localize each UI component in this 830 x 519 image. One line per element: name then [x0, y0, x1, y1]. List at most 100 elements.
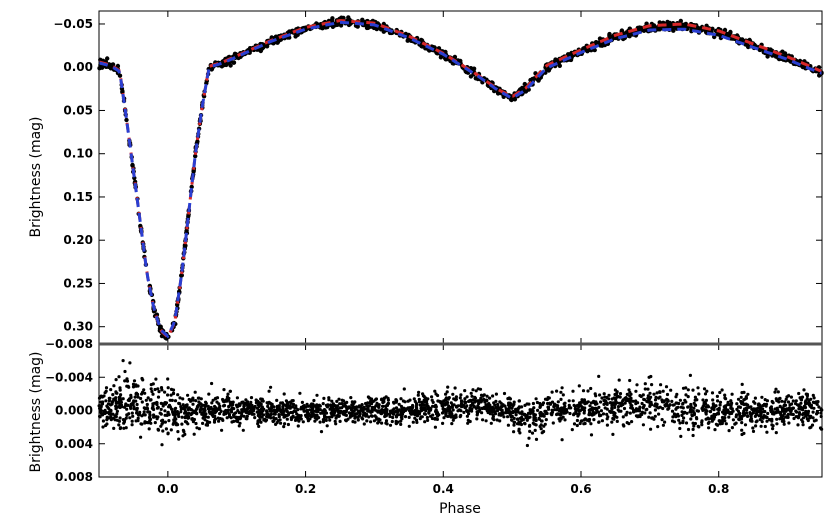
residual-point: [755, 410, 759, 414]
residual-point: [178, 396, 182, 400]
residual-point: [176, 412, 181, 416]
residual-point: [166, 377, 170, 381]
residual-point: [276, 419, 280, 423]
residual-point: [603, 406, 607, 410]
residual-point: [334, 406, 338, 410]
residual-point: [308, 417, 312, 421]
residual-point: [724, 422, 728, 426]
residual-point: [265, 414, 269, 419]
residual-point: [586, 389, 590, 393]
residual-point: [627, 422, 631, 426]
y-tick-label: −0.008: [45, 337, 93, 351]
residual-point: [550, 400, 555, 404]
residual-point: [213, 408, 217, 412]
residual-point: [107, 399, 111, 403]
residual-point: [695, 409, 699, 413]
residual-point: [122, 405, 127, 409]
residual-point: [625, 392, 629, 396]
residual-point: [746, 392, 750, 396]
residual-point: [268, 409, 272, 413]
residual-point: [123, 379, 127, 383]
residual-point: [621, 423, 625, 427]
residual-point: [222, 410, 227, 414]
residual-point: [803, 405, 808, 410]
residual-point: [489, 421, 493, 425]
residual-point: [613, 400, 618, 404]
residual-point: [517, 405, 521, 409]
residual-point: [266, 404, 270, 408]
residual-point: [245, 414, 249, 418]
residual-point: [325, 415, 329, 419]
residual-point: [677, 401, 681, 406]
residual-point: [211, 413, 215, 417]
residual-point: [104, 399, 108, 403]
residual-point: [286, 413, 290, 417]
residual-point: [103, 408, 107, 412]
residual-point: [486, 410, 491, 414]
residual-point: [304, 409, 308, 413]
residual-point: [635, 383, 639, 387]
residual-point: [558, 419, 562, 423]
residual-point: [338, 402, 342, 406]
residual-point: [125, 407, 129, 411]
residual-point: [196, 403, 201, 407]
residual-point: [459, 399, 464, 403]
residual-point: [114, 415, 118, 419]
residual-point: [271, 419, 275, 424]
residual-point: [769, 405, 774, 409]
residual-point: [794, 415, 798, 419]
residual-point: [281, 412, 285, 416]
residual-point: [340, 402, 344, 406]
residual-point: [653, 404, 657, 408]
residual-point: [488, 403, 492, 407]
residual-point: [249, 408, 254, 413]
residual-point: [791, 412, 795, 417]
residual-point: [222, 404, 226, 408]
residual-point: [621, 398, 625, 402]
observed-point: [665, 24, 671, 29]
residual-point: [356, 415, 360, 419]
residual-point: [704, 398, 709, 402]
residual-point: [628, 390, 632, 394]
residual-point: [223, 399, 227, 403]
residual-point: [156, 415, 160, 419]
residual-point: [571, 389, 575, 393]
residual-point: [201, 421, 205, 425]
residual-point: [328, 418, 332, 422]
residual-point: [786, 415, 790, 419]
residual-point: [475, 417, 479, 421]
residual-point: [528, 408, 532, 412]
residual-point: [299, 417, 303, 421]
residual-point: [720, 421, 724, 426]
residual-point: [794, 399, 798, 403]
residual-point: [602, 392, 606, 396]
residual-point: [755, 412, 759, 417]
residual-point: [495, 406, 499, 410]
observed-point: [228, 63, 233, 68]
residual-point: [149, 398, 153, 402]
residual-point: [658, 390, 662, 394]
residual-point: [568, 411, 572, 416]
residual-point: [457, 408, 461, 412]
residual-point: [622, 406, 627, 411]
residual-point: [476, 399, 480, 403]
residual-point: [804, 399, 808, 403]
residual-point: [173, 399, 178, 403]
residual-point: [594, 394, 598, 398]
residual-point: [775, 399, 779, 403]
residual-point: [729, 399, 733, 403]
residual-point: [676, 405, 680, 409]
y-tick-label: 0.20: [63, 233, 93, 247]
residual-point: [118, 386, 122, 390]
residual-point: [474, 389, 478, 393]
residual-point: [740, 421, 744, 425]
residual-point: [792, 416, 796, 421]
residual-point: [323, 409, 327, 413]
observed-point: [509, 96, 514, 102]
residual-point: [385, 412, 389, 416]
residual-point: [153, 387, 157, 392]
residual-point: [656, 406, 661, 410]
residual-point: [259, 411, 264, 415]
residual-point: [450, 422, 454, 426]
residual-point: [404, 407, 409, 411]
